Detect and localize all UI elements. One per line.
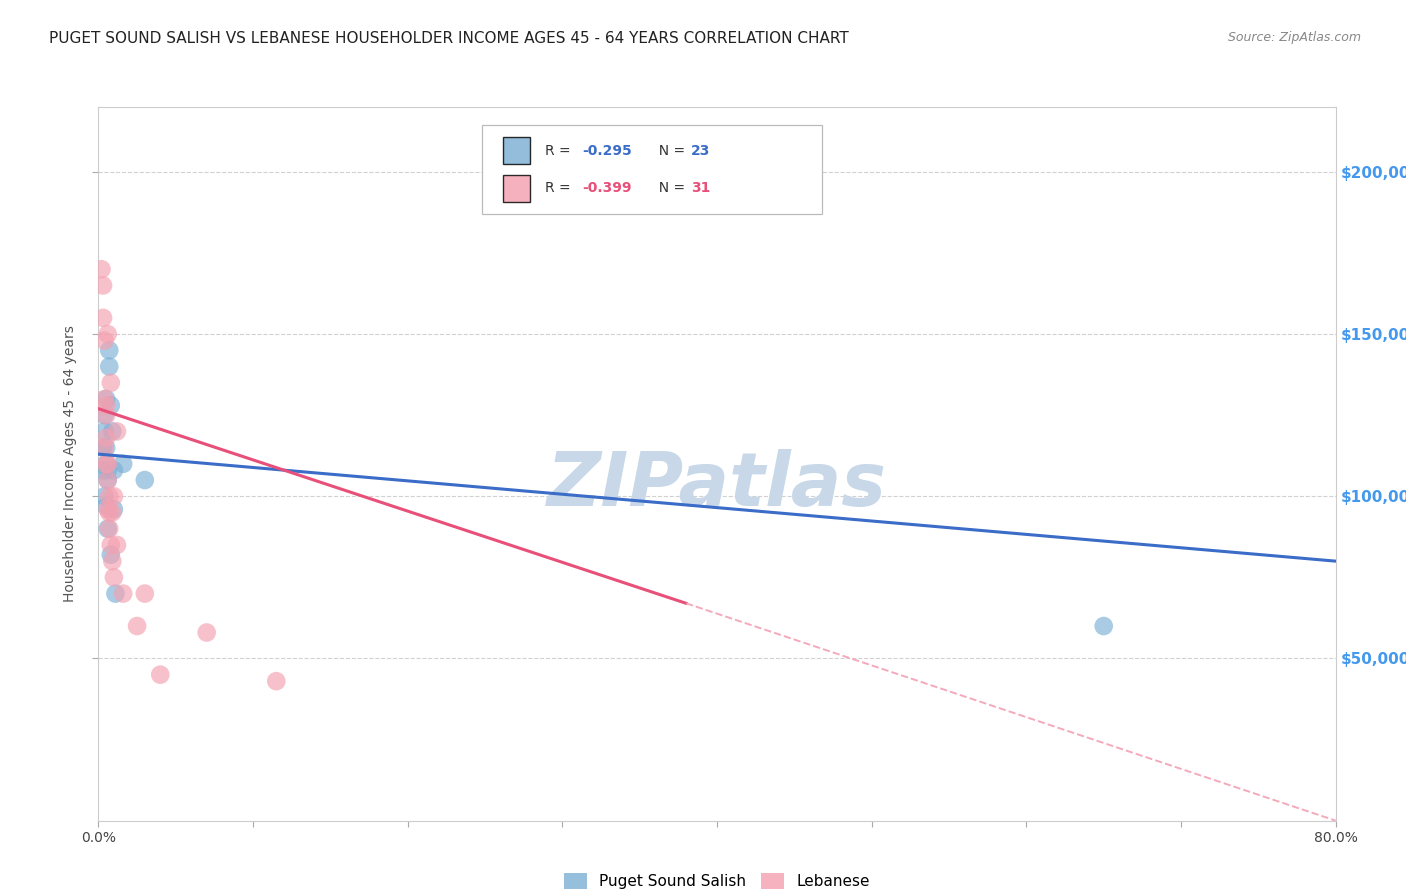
Point bbox=[91, 463, 114, 477]
Point bbox=[103, 570, 125, 584]
Point bbox=[96, 399, 118, 413]
Point bbox=[195, 625, 218, 640]
Point bbox=[105, 425, 128, 439]
Text: ZIPatlas: ZIPatlas bbox=[547, 449, 887, 522]
Point bbox=[98, 489, 121, 503]
Point bbox=[97, 457, 120, 471]
Point bbox=[91, 441, 114, 455]
Point bbox=[101, 554, 124, 568]
FancyBboxPatch shape bbox=[503, 175, 530, 202]
Point bbox=[98, 522, 121, 536]
Point bbox=[1092, 619, 1115, 633]
Text: Source: ZipAtlas.com: Source: ZipAtlas.com bbox=[1227, 31, 1361, 45]
Point bbox=[105, 538, 128, 552]
Point bbox=[101, 425, 124, 439]
Point bbox=[100, 376, 122, 390]
Point bbox=[103, 463, 125, 477]
Point bbox=[96, 392, 118, 406]
Text: 23: 23 bbox=[692, 144, 710, 158]
Text: R =: R = bbox=[546, 181, 575, 195]
Point bbox=[134, 586, 156, 600]
Y-axis label: Householder Income Ages 45 - 64 years: Householder Income Ages 45 - 64 years bbox=[63, 326, 77, 602]
FancyBboxPatch shape bbox=[482, 125, 823, 214]
Point bbox=[97, 473, 120, 487]
Point bbox=[93, 392, 115, 406]
Point bbox=[112, 586, 135, 600]
Text: N =: N = bbox=[650, 144, 690, 158]
Point bbox=[96, 499, 118, 513]
Point bbox=[93, 425, 115, 439]
Point bbox=[90, 262, 112, 277]
Point bbox=[266, 674, 288, 689]
Point bbox=[96, 441, 118, 455]
Point bbox=[93, 334, 115, 348]
Point bbox=[98, 359, 121, 374]
Point bbox=[97, 327, 120, 342]
Point bbox=[97, 463, 120, 477]
Point bbox=[134, 473, 156, 487]
Point bbox=[149, 667, 172, 681]
Point bbox=[100, 538, 122, 552]
Text: 31: 31 bbox=[692, 181, 710, 195]
Text: R =: R = bbox=[546, 144, 575, 158]
Point bbox=[101, 506, 124, 520]
Point bbox=[93, 408, 115, 422]
Point bbox=[91, 278, 114, 293]
Point bbox=[103, 502, 125, 516]
Point bbox=[96, 457, 118, 471]
Point bbox=[100, 399, 122, 413]
Text: PUGET SOUND SALISH VS LEBANESE HOUSEHOLDER INCOME AGES 45 - 64 YEARS CORRELATION: PUGET SOUND SALISH VS LEBANESE HOUSEHOLD… bbox=[49, 31, 849, 46]
Point bbox=[96, 431, 118, 445]
Point bbox=[104, 586, 127, 600]
Point bbox=[91, 310, 114, 325]
Point bbox=[96, 457, 118, 471]
Point bbox=[93, 441, 115, 455]
Point bbox=[100, 548, 122, 562]
Point bbox=[93, 489, 115, 503]
Point bbox=[97, 473, 120, 487]
Legend: Puget Sound Salish, Lebanese: Puget Sound Salish, Lebanese bbox=[558, 867, 876, 892]
Text: -0.295: -0.295 bbox=[582, 144, 631, 158]
Point bbox=[112, 457, 135, 471]
Text: N =: N = bbox=[650, 181, 690, 195]
Point bbox=[96, 408, 118, 422]
Point bbox=[97, 502, 120, 516]
Text: -0.399: -0.399 bbox=[582, 181, 631, 195]
Point bbox=[103, 489, 125, 503]
Point bbox=[98, 343, 121, 358]
Point bbox=[127, 619, 149, 633]
Point bbox=[97, 522, 120, 536]
Point bbox=[98, 506, 121, 520]
FancyBboxPatch shape bbox=[503, 137, 530, 164]
